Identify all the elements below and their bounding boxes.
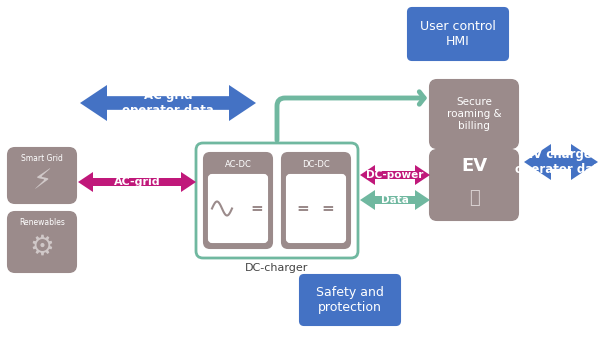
FancyBboxPatch shape bbox=[209, 175, 267, 242]
Text: AC-grid: AC-grid bbox=[113, 177, 160, 187]
Text: User control
HMI: User control HMI bbox=[420, 20, 496, 48]
FancyBboxPatch shape bbox=[430, 150, 518, 220]
FancyBboxPatch shape bbox=[300, 275, 400, 325]
Text: Data: Data bbox=[381, 195, 409, 205]
Text: DC-charger: DC-charger bbox=[245, 263, 308, 273]
Text: DC-DC: DC-DC bbox=[302, 160, 330, 169]
FancyBboxPatch shape bbox=[430, 80, 518, 148]
FancyBboxPatch shape bbox=[196, 143, 358, 258]
Text: AC grid
operator data: AC grid operator data bbox=[122, 89, 214, 117]
Text: Secure
roaming &
billing: Secure roaming & billing bbox=[446, 97, 502, 131]
FancyBboxPatch shape bbox=[408, 8, 508, 60]
Text: 🚗: 🚗 bbox=[469, 189, 479, 207]
Polygon shape bbox=[80, 85, 256, 121]
Polygon shape bbox=[360, 165, 430, 185]
Text: Smart Grid: Smart Grid bbox=[21, 154, 63, 163]
FancyBboxPatch shape bbox=[282, 153, 350, 248]
FancyBboxPatch shape bbox=[204, 153, 272, 248]
Text: DC-power: DC-power bbox=[367, 170, 424, 180]
Text: =: = bbox=[296, 201, 309, 216]
Text: ⚡: ⚡ bbox=[32, 167, 52, 195]
FancyBboxPatch shape bbox=[8, 148, 76, 203]
Polygon shape bbox=[360, 190, 430, 210]
Polygon shape bbox=[524, 144, 598, 180]
Text: AC-DC: AC-DC bbox=[224, 160, 251, 169]
Text: ⚙: ⚙ bbox=[29, 233, 55, 261]
Text: EV charger
operator data: EV charger operator data bbox=[515, 148, 600, 176]
Text: =: = bbox=[251, 201, 263, 216]
Text: =: = bbox=[322, 201, 335, 216]
Polygon shape bbox=[78, 172, 196, 192]
FancyBboxPatch shape bbox=[8, 212, 76, 272]
Text: EV: EV bbox=[461, 157, 487, 175]
FancyBboxPatch shape bbox=[287, 175, 345, 242]
Text: Renewables: Renewables bbox=[19, 218, 65, 227]
Text: Safety and
protection: Safety and protection bbox=[316, 286, 384, 314]
